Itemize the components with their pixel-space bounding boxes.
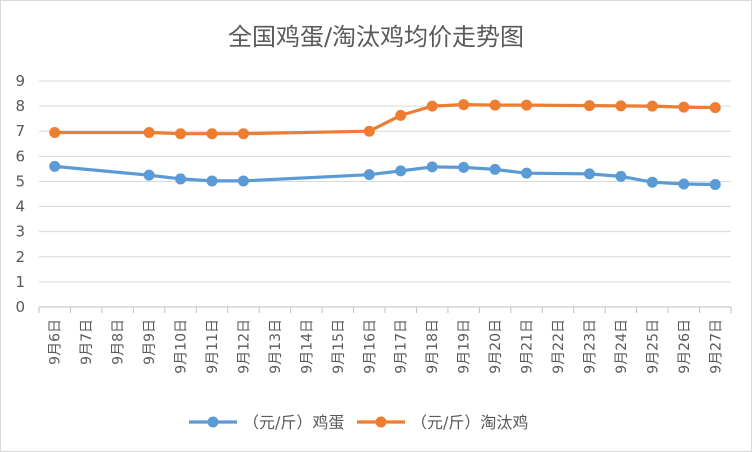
legend-swatch-marker bbox=[207, 416, 219, 428]
x-tick-label: 9月6日 bbox=[48, 319, 64, 365]
y-tick-label: 4 bbox=[15, 198, 25, 216]
data-point bbox=[395, 165, 407, 177]
legend-item-1: （元/斤）淘汰鸡 bbox=[357, 413, 528, 432]
legend-swatch-marker bbox=[375, 416, 387, 428]
x-tick-label: 9月23日 bbox=[582, 319, 598, 374]
legend-item-0: （元/斤）鸡蛋 bbox=[189, 413, 344, 432]
data-point bbox=[175, 128, 187, 140]
data-point bbox=[143, 126, 155, 138]
x-tick-label: 9月15日 bbox=[331, 319, 347, 374]
x-tick-label: 9月25日 bbox=[645, 319, 661, 374]
data-point bbox=[521, 167, 533, 179]
x-tick-label: 9月11日 bbox=[205, 319, 221, 374]
legend-label: （元/斤）淘汰鸡 bbox=[411, 413, 528, 432]
data-point bbox=[709, 178, 721, 190]
x-tick-label: 9月7日 bbox=[79, 319, 95, 365]
x-tick-label: 9月24日 bbox=[614, 319, 630, 374]
data-point bbox=[49, 126, 61, 138]
data-point bbox=[615, 170, 627, 182]
series-line-1 bbox=[53, 102, 717, 136]
y-tick-label: 5 bbox=[15, 172, 25, 190]
data-point bbox=[489, 163, 501, 175]
data-point bbox=[583, 168, 595, 180]
legend-label: （元/斤）鸡蛋 bbox=[243, 413, 344, 432]
data-point bbox=[458, 161, 470, 173]
data-point bbox=[237, 175, 249, 187]
x-tick-label: 9月10日 bbox=[174, 319, 190, 374]
data-point bbox=[426, 161, 438, 173]
x-tick-label: 9月22日 bbox=[551, 319, 567, 374]
series-line-0 bbox=[53, 164, 717, 187]
y-tick-label: 2 bbox=[15, 248, 25, 266]
x-tick-label: 9月27日 bbox=[708, 319, 724, 374]
data-point bbox=[521, 99, 533, 111]
x-tick-label: 9月26日 bbox=[677, 319, 693, 374]
series-1 bbox=[49, 99, 721, 140]
data-point bbox=[615, 100, 627, 112]
x-tick-label: 9月16日 bbox=[362, 319, 378, 374]
data-point bbox=[143, 169, 155, 181]
data-point bbox=[646, 176, 658, 188]
y-tick-label: 9 bbox=[15, 72, 25, 90]
grid-lines bbox=[39, 80, 731, 308]
data-point bbox=[583, 100, 595, 112]
data-point bbox=[363, 125, 375, 137]
x-tick-label: 9月13日 bbox=[268, 319, 284, 374]
x-tick-label: 9月20日 bbox=[488, 319, 504, 374]
data-point bbox=[175, 173, 187, 185]
legend: （元/斤）鸡蛋 （元/斤）淘汰鸡 bbox=[189, 413, 528, 432]
series-0 bbox=[49, 160, 721, 190]
data-point bbox=[395, 109, 407, 121]
x-tick-label: 9月8日 bbox=[111, 319, 127, 365]
x-tick-label: 9月19日 bbox=[457, 319, 473, 374]
data-point bbox=[678, 178, 690, 190]
data-point bbox=[709, 102, 721, 114]
x-tick-label: 9月12日 bbox=[236, 319, 252, 374]
chart-title: 全国鸡蛋/淘汰鸡均价走势图 bbox=[228, 23, 524, 51]
data-point bbox=[489, 99, 501, 111]
data-point bbox=[458, 99, 470, 111]
data-point bbox=[206, 128, 218, 140]
y-tick-label: 0 bbox=[15, 298, 25, 316]
data-point bbox=[49, 160, 61, 172]
y-tick-label: 8 bbox=[15, 97, 25, 115]
series-lines bbox=[49, 99, 721, 190]
data-point bbox=[206, 175, 218, 187]
x-tick-label: 9月17日 bbox=[394, 319, 410, 374]
x-tick-label: 9月21日 bbox=[520, 319, 536, 374]
data-point bbox=[237, 128, 249, 140]
x-tick-label: 9月18日 bbox=[425, 319, 441, 374]
data-point bbox=[646, 100, 658, 112]
y-tick-label: 3 bbox=[15, 223, 25, 241]
y-tick-label: 6 bbox=[15, 147, 25, 165]
data-point bbox=[426, 100, 438, 112]
y-tick-label: 7 bbox=[15, 122, 25, 140]
x-axis-ticks: 9月6日 9月7日 9月8日 9月9日 9月10日 9月11日 9月12日 9月13日 9月14… bbox=[38, 307, 732, 374]
data-point bbox=[363, 169, 375, 181]
y-axis-ticks: 0 1 2 3 4 5 6 7 8 9 bbox=[15, 72, 25, 316]
data-point bbox=[678, 101, 690, 113]
x-tick-label: 9月14日 bbox=[299, 319, 315, 374]
y-tick-label: 1 bbox=[15, 273, 25, 291]
x-tick-label: 9月9日 bbox=[142, 319, 158, 365]
